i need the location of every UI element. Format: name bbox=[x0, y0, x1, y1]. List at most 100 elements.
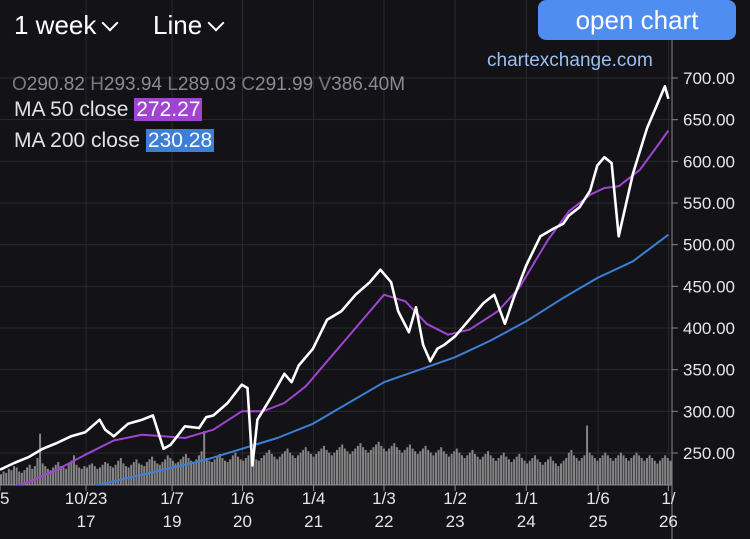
volume-bar-32 bbox=[83, 466, 86, 485]
x-tick-label-bottom-6: 23 bbox=[446, 512, 465, 531]
volume-bar-143 bbox=[372, 447, 375, 485]
volume-bar-67 bbox=[174, 463, 177, 485]
interval-dropdown[interactable]: 1 week bbox=[14, 10, 119, 41]
volume-bar-241 bbox=[627, 460, 630, 485]
volume-bar-122 bbox=[317, 451, 320, 485]
volume-bar-222 bbox=[578, 460, 581, 485]
volume-bar-91 bbox=[237, 456, 240, 485]
volume-bar-181 bbox=[471, 449, 474, 485]
volume-bar-2 bbox=[5, 472, 8, 485]
volume-bar-256 bbox=[666, 458, 669, 485]
volume-bar-253 bbox=[658, 460, 661, 485]
volume-bar-203 bbox=[528, 460, 531, 485]
volume-bar-85 bbox=[221, 458, 224, 485]
ma50-value: 272.27 bbox=[134, 98, 203, 121]
x-tick-label-top-2: 1/7 bbox=[160, 489, 184, 508]
x-tick-label-top-3: 1/6 bbox=[231, 489, 255, 508]
volume-bar-145 bbox=[377, 441, 380, 485]
volume-bar-128 bbox=[333, 452, 336, 485]
volume-bar-158 bbox=[411, 448, 414, 485]
volume-bar-37 bbox=[96, 468, 99, 485]
low-key: L bbox=[167, 74, 178, 95]
volume-bar-155 bbox=[403, 449, 406, 485]
volume-bar-8 bbox=[20, 472, 23, 485]
volume-bar-135 bbox=[351, 451, 354, 485]
volume-bar-176 bbox=[458, 452, 461, 485]
chart-type-dropdown[interactable]: Line bbox=[153, 10, 225, 41]
y-tick-label-4: 450.00 bbox=[683, 277, 735, 296]
volume-bar-50 bbox=[130, 464, 133, 485]
volume-bar-149 bbox=[388, 448, 391, 485]
volume-bar-148 bbox=[385, 451, 388, 485]
high-key: H bbox=[90, 74, 104, 95]
x-tick-label-bottom-2: 19 bbox=[163, 512, 182, 531]
chevron-down-icon bbox=[207, 14, 225, 31]
volume-bar-193 bbox=[502, 452, 505, 485]
volume-bar-215 bbox=[560, 463, 563, 485]
volume-bar-196 bbox=[510, 462, 513, 485]
x-axis: 5 10/23 17 1/7 19 1/6 20 1/4 21 1/3 22 1/2 23 1/1 24 1/… bbox=[0, 485, 678, 531]
volume-bar-160 bbox=[416, 453, 419, 485]
series-lines bbox=[0, 85, 670, 485]
volume-bar-124 bbox=[322, 445, 325, 485]
x-tick-label-top-8: 1/6 bbox=[586, 489, 610, 508]
volume-bar-0 bbox=[0, 474, 3, 485]
volume-bar-166 bbox=[432, 455, 435, 485]
volume-bar-13 bbox=[33, 466, 36, 485]
volume-bar-127 bbox=[330, 455, 333, 485]
volume-bar-153 bbox=[398, 449, 401, 485]
volume-bar-123 bbox=[320, 448, 323, 485]
volume-bar-102 bbox=[265, 452, 268, 485]
volume-bar-209 bbox=[544, 462, 547, 485]
volume-bar-235 bbox=[612, 460, 615, 485]
volume-bar-223 bbox=[580, 458, 583, 485]
volume-bar-219 bbox=[570, 449, 573, 485]
volume-bar-157 bbox=[408, 444, 411, 485]
volume-bar-236 bbox=[614, 458, 617, 485]
close-value: 291.99 bbox=[255, 74, 314, 95]
y-tick-label-8: 650.00 bbox=[683, 111, 735, 130]
volume-bar-227 bbox=[591, 455, 594, 485]
volume-bar-252 bbox=[656, 463, 659, 485]
volume-bar-70 bbox=[182, 456, 185, 485]
volume-bar-201 bbox=[523, 460, 526, 485]
volume-bar-117 bbox=[304, 447, 307, 485]
volume-bar-49 bbox=[127, 467, 130, 485]
volume-bar-98 bbox=[255, 459, 258, 485]
volume-bar-171 bbox=[445, 453, 448, 485]
open-value: 290.82 bbox=[26, 74, 85, 95]
volume-bar-178 bbox=[463, 458, 466, 485]
ma200-label: MA 200 close bbox=[14, 129, 141, 152]
volume-bar-97 bbox=[252, 456, 255, 485]
volume-bar-78 bbox=[203, 431, 206, 485]
ma200-legend: MA 200 close 230.28 bbox=[14, 129, 215, 153]
volume-bar-76 bbox=[197, 455, 200, 485]
volume-bar-73 bbox=[190, 460, 193, 485]
volume-bar-20 bbox=[52, 467, 55, 485]
open-chart-button[interactable]: open chart bbox=[538, 0, 736, 40]
volume-bar-90 bbox=[234, 452, 237, 485]
volume-bar-198 bbox=[515, 456, 518, 485]
volume-bar-31 bbox=[80, 468, 83, 485]
volume-bar-119 bbox=[309, 453, 312, 485]
volume-bar-151 bbox=[393, 443, 396, 485]
volume-bar-136 bbox=[354, 448, 357, 485]
volume-bar-110 bbox=[286, 448, 289, 485]
volume-bar-234 bbox=[609, 458, 612, 485]
x-tick-label-bottom-7: 24 bbox=[517, 512, 536, 531]
volume-bar-100 bbox=[260, 458, 263, 485]
volume-bar-217 bbox=[565, 458, 568, 485]
volume-bar-83 bbox=[216, 456, 219, 485]
volume-bar-208 bbox=[541, 464, 544, 485]
y-tick-label-7: 600.00 bbox=[683, 152, 735, 171]
volume-bar-156 bbox=[406, 447, 409, 485]
volume-bar-239 bbox=[622, 455, 625, 485]
ma200-line bbox=[93, 233, 669, 485]
volume-bar-240 bbox=[625, 458, 628, 485]
volume-bar-224 bbox=[583, 455, 586, 485]
volume-bar-80 bbox=[208, 460, 211, 485]
ma50-line bbox=[15, 129, 670, 485]
volume-bar-185 bbox=[481, 456, 484, 485]
